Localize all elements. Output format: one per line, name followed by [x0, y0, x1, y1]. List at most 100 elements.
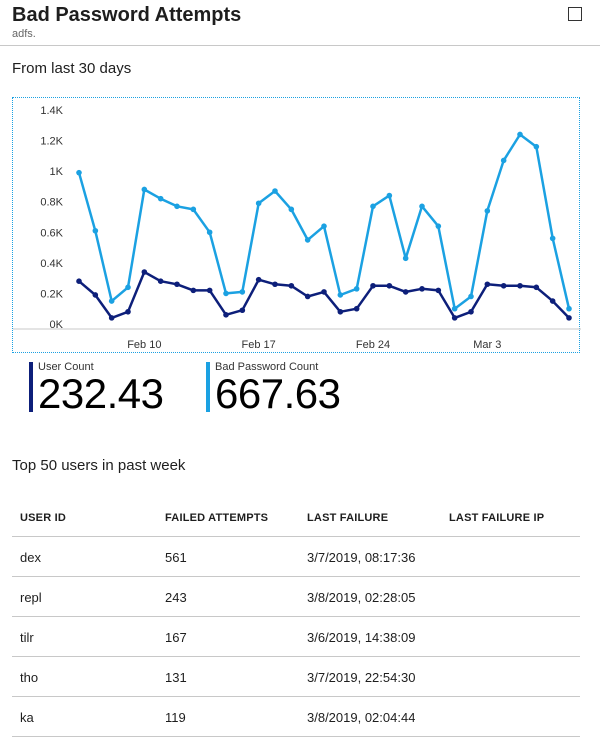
bad-password-count-value: 667.63	[215, 370, 341, 417]
data-point[interactable]	[451, 315, 458, 321]
data-point[interactable]	[272, 281, 278, 288]
data-point[interactable]	[108, 315, 115, 321]
y-tick-label: 0.6K	[40, 227, 63, 239]
data-point[interactable]	[223, 290, 229, 297]
chart-container[interactable]: 0K 0.2K 0.4K 0.6K 0.8K 1K 1.2K 1.4K Feb 10 Feb 17…	[12, 97, 581, 353]
user-id-cell: dex	[20, 550, 41, 565]
data-point[interactable]	[419, 286, 425, 292]
data-point[interactable]	[108, 298, 115, 304]
y-tick-label: 0.8K	[40, 197, 63, 209]
data-point[interactable]	[500, 282, 507, 289]
data-point[interactable]	[255, 200, 262, 207]
data-point[interactable]	[304, 237, 311, 243]
data-point[interactable]	[386, 192, 393, 199]
data-point[interactable]	[239, 307, 246, 314]
data-point[interactable]	[206, 229, 213, 236]
table-row[interactable]: tilr 167 3/6/2019, 14:38:09	[12, 617, 580, 657]
user-id-cell: tho	[20, 670, 39, 685]
table-row[interactable]: repli 243 3/8/2019, 02:28:05	[12, 577, 580, 617]
users-section-title: Top 50 users in past week	[12, 457, 186, 474]
user-id-cell: repli	[20, 590, 42, 605]
data-point[interactable]	[353, 286, 360, 292]
data-point[interactable]	[435, 223, 442, 229]
user-count-color-bar	[29, 362, 33, 412]
data-point[interactable]	[157, 278, 164, 284]
bad-password-count-label: Bad Password Count	[215, 361, 319, 373]
data-point[interactable]	[304, 293, 311, 300]
series-line	[77, 133, 571, 310]
failed-attempts-cell: 561	[165, 550, 187, 565]
data-point[interactable]	[353, 305, 360, 312]
data-point[interactable]	[239, 289, 246, 295]
data-point[interactable]	[386, 282, 393, 289]
data-point[interactable]	[174, 203, 180, 210]
user-id-cell: tilr	[20, 630, 34, 645]
data-point[interactable]	[76, 278, 82, 284]
bad-password-color-bar	[206, 362, 210, 412]
data-point[interactable]	[533, 143, 540, 150]
x-tick-label: Feb 17	[242, 339, 276, 351]
data-point[interactable]	[549, 235, 556, 242]
last-failure-cell: 3/6/2019, 14:38:09	[307, 630, 416, 645]
failed-attempts-cell: 167	[165, 630, 187, 645]
data-point[interactable]	[92, 292, 99, 298]
column-header-last-failure-ip[interactable]: LAST FAILURE IP	[449, 512, 545, 524]
data-point[interactable]	[190, 206, 197, 213]
data-point[interactable]	[223, 312, 229, 318]
data-point[interactable]	[337, 308, 344, 315]
data-point[interactable]	[141, 186, 148, 193]
data-point[interactable]	[435, 287, 442, 294]
data-point[interactable]	[566, 305, 572, 312]
data-point[interactable]	[157, 195, 164, 202]
failed-attempts-cell: 119	[165, 710, 186, 725]
data-point[interactable]	[484, 208, 491, 214]
maximize-icon[interactable]	[568, 7, 582, 21]
data-point[interactable]	[206, 287, 213, 294]
last-failure-cell: 3/8/2019, 02:28:05	[307, 590, 416, 605]
data-point[interactable]	[419, 203, 425, 210]
data-point[interactable]	[288, 206, 295, 213]
data-point[interactable]	[255, 276, 262, 283]
data-point[interactable]	[468, 293, 474, 300]
table-row[interactable]: ka 119 3/8/2019, 02:04:44	[12, 697, 580, 737]
data-point[interactable]	[549, 298, 556, 304]
data-point[interactable]	[517, 282, 523, 289]
data-point[interactable]	[451, 305, 458, 312]
data-point[interactable]	[566, 315, 572, 321]
data-point[interactable]	[517, 131, 523, 138]
y-tick-label: 1.4K	[40, 105, 63, 117]
user-count-label: User Count	[38, 361, 94, 373]
data-point[interactable]	[468, 308, 474, 315]
data-point[interactable]	[484, 281, 491, 288]
failed-attempts-cell: 131	[165, 670, 187, 685]
data-point[interactable]	[190, 287, 197, 294]
data-point[interactable]	[125, 308, 131, 315]
y-tick-label: 0K	[50, 319, 64, 331]
user-id-cell: ka	[20, 710, 34, 725]
y-tick-label: 1K	[50, 166, 64, 178]
data-point[interactable]	[337, 292, 344, 298]
data-point[interactable]	[76, 169, 82, 176]
data-point[interactable]	[370, 203, 376, 210]
table-row[interactable]: dex 561 3/7/2019, 08:17:36	[12, 537, 580, 577]
data-point[interactable]	[402, 289, 409, 295]
data-point[interactable]	[174, 281, 180, 288]
column-header-last-failure[interactable]: LAST FAILURE	[307, 512, 389, 524]
y-tick-label: 1.2K	[40, 136, 63, 148]
column-header-user-id[interactable]: USER ID	[20, 512, 67, 524]
data-point[interactable]	[92, 227, 99, 234]
table-row[interactable]: tho 131 3/7/2019, 22:54:30	[12, 657, 580, 697]
data-point[interactable]	[125, 284, 131, 291]
data-point[interactable]	[288, 282, 295, 289]
last-failure-cell: 3/7/2019, 08:17:36	[307, 550, 416, 565]
data-point[interactable]	[402, 255, 409, 262]
data-point[interactable]	[141, 269, 148, 275]
column-header-failed-attempts[interactable]: FAILED ATTEMPTS	[165, 512, 269, 524]
data-point[interactable]	[321, 289, 327, 295]
data-point[interactable]	[321, 223, 327, 229]
data-point[interactable]	[370, 282, 376, 289]
data-point[interactable]	[500, 157, 507, 164]
x-tick-label: Mar 3	[473, 339, 501, 351]
data-point[interactable]	[272, 188, 278, 194]
data-point[interactable]	[533, 284, 540, 291]
